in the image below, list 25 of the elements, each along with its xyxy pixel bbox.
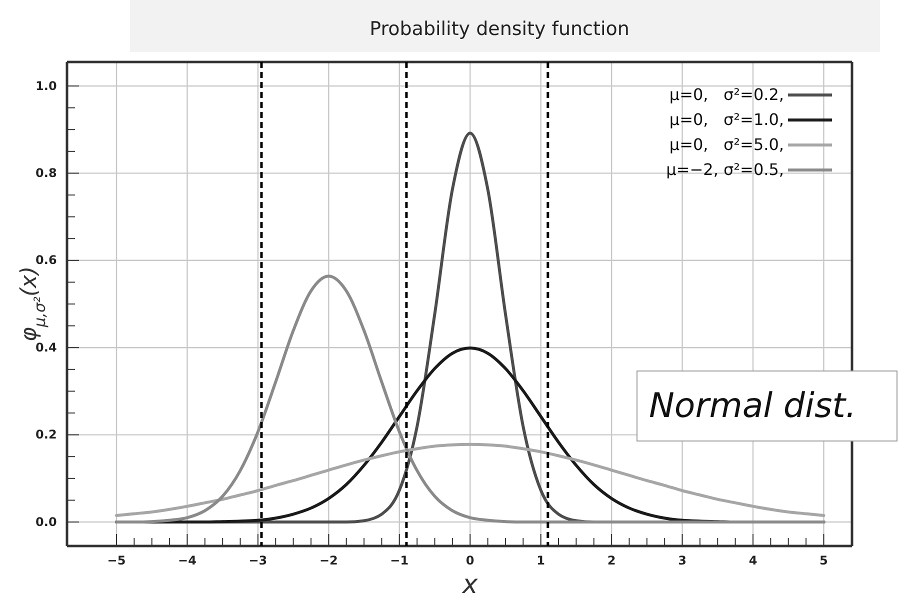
x-tick-label: 0 — [466, 554, 474, 568]
y-tick-label: 1.0 — [36, 78, 57, 93]
x-tick-label: 3 — [678, 554, 686, 568]
y-tick-label: 0.4 — [36, 340, 57, 354]
y-tick-label: 0.8 — [36, 166, 57, 180]
x-tick-label: 2 — [607, 554, 616, 568]
legend-label: μ=0, σ²=1.0, — [669, 110, 784, 129]
chart-title: Probability density function — [370, 18, 630, 40]
x-tick-label: −1 — [390, 554, 409, 568]
x-tick-label: −5 — [107, 554, 126, 568]
y-tick-label: 0.0 — [36, 514, 57, 529]
y-tick-label: 0.2 — [36, 428, 57, 442]
annotation: Normal dist. — [649, 386, 856, 426]
x-tick-label: −3 — [248, 554, 268, 568]
x-tick-label: −4 — [178, 554, 196, 568]
y-tick-label: 0.6 — [36, 253, 57, 268]
x-tick-label: −2 — [319, 554, 338, 568]
x-tick-label: 4 — [748, 554, 758, 568]
legend-label: μ=0, σ²=0.2, — [669, 85, 784, 104]
x-axis-title: x — [461, 570, 478, 599]
line-series — [115, 442, 826, 517]
legend-label: μ=−2, σ²=0.5, — [666, 160, 784, 179]
x-tick-label: 5 — [820, 554, 828, 568]
legend-label: μ=0, σ²=5.0, — [669, 135, 784, 154]
x-tick-label: 1 — [536, 554, 546, 568]
